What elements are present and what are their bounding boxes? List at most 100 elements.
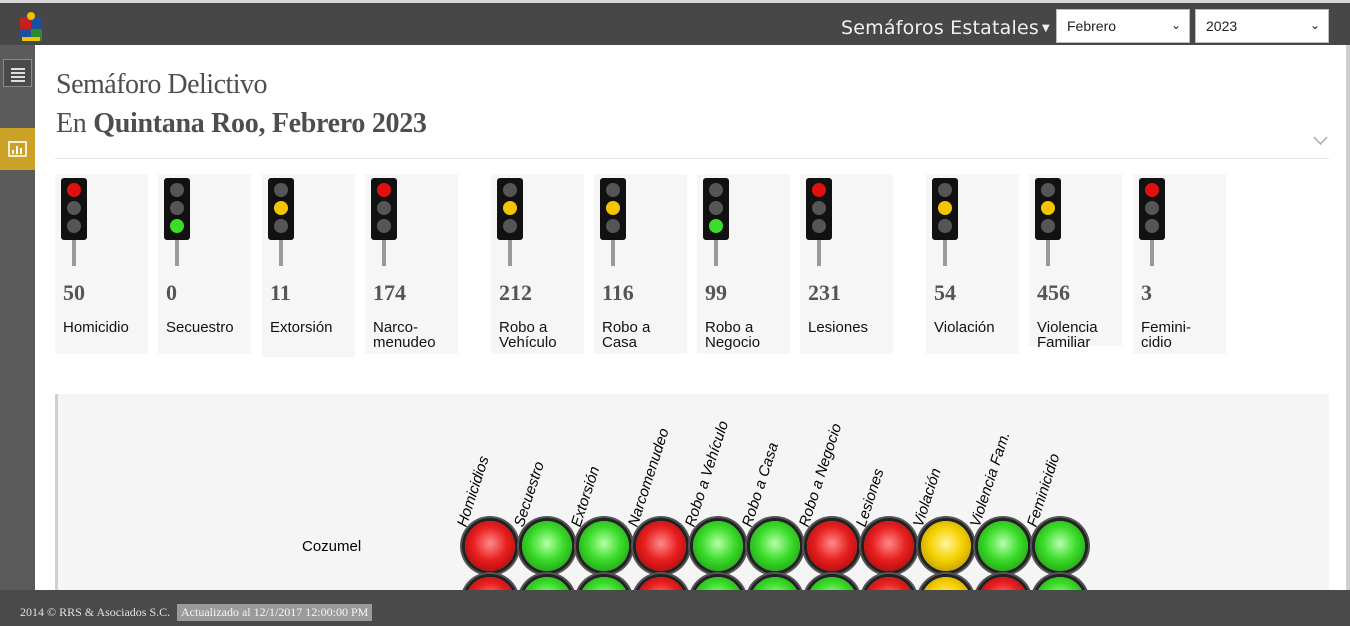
crime-count: 50 <box>63 280 85 305</box>
status-light[interactable] <box>807 521 857 571</box>
status-light[interactable] <box>579 521 629 571</box>
collapse-chevron-icon[interactable] <box>1313 133 1328 148</box>
month-select[interactable]: Febrero ⌄ <box>1056 9 1190 43</box>
crime-label: Robo a Negocio <box>705 319 761 351</box>
status-light[interactable] <box>636 577 686 590</box>
year-select-value: 2023 <box>1206 18 1238 34</box>
crime-label: Robo a Vehículo <box>499 319 557 351</box>
column-header: Robo a Negocio <box>795 421 846 529</box>
nav-dropdown-label: Semáforos Estatales <box>841 17 1039 39</box>
crime-card[interactable]: 99 Robo a Negocio <box>697 174 790 354</box>
status-light[interactable] <box>807 577 857 590</box>
status-light[interactable] <box>465 577 515 590</box>
traffic-light-icon <box>1139 178 1165 266</box>
crime-label: Robo a Casa <box>602 319 651 351</box>
updated-timestamp: Actualizado al 12/1/2017 12:00:00 PM <box>177 604 373 621</box>
divider <box>55 158 1329 159</box>
crime-label: Narco- menudeo <box>373 319 436 351</box>
traffic-light-icon <box>932 178 958 266</box>
crime-label: Extorsión <box>270 319 333 336</box>
status-light[interactable] <box>864 577 914 590</box>
status-light[interactable] <box>864 521 914 571</box>
traffic-light-icon <box>164 178 190 266</box>
crime-count: 116 <box>602 280 634 305</box>
crime-card[interactable]: 212 Robo a Vehículo <box>491 174 584 354</box>
page-subtitle: En Quintana Roo, Febrero 2023 <box>56 108 427 140</box>
crime-card[interactable]: 3 Femini- cidio <box>1133 174 1226 354</box>
status-light[interactable] <box>921 577 971 590</box>
status-light[interactable] <box>465 521 515 571</box>
status-light[interactable] <box>1035 577 1085 590</box>
crime-label: Homicidio <box>63 319 129 336</box>
column-header: Homicidios <box>453 453 493 529</box>
crime-label: Violación <box>934 319 995 336</box>
month-select-value: Febrero <box>1067 18 1117 34</box>
crime-card[interactable]: 116 Robo a Casa <box>594 174 687 354</box>
crime-card[interactable]: 456 Violencia Familiar <box>1029 174 1122 350</box>
state-seal-logo[interactable] <box>18 11 44 43</box>
column-header: Extorsión <box>567 464 604 529</box>
crime-count: 99 <box>705 280 727 305</box>
traffic-light-icon <box>600 178 626 266</box>
crime-card[interactable]: 174 Narco- menudeo <box>365 174 458 354</box>
bar-chart-icon <box>8 141 27 157</box>
top-navbar: Semáforos Estatales ▼ Febrero ⌄ 2023 ⌄ <box>0 0 1350 45</box>
copyright-text: 2014 © RRS & Asociados S.C. <box>20 605 171 619</box>
crime-count: 0 <box>166 280 177 305</box>
crime-count: 54 <box>934 280 956 305</box>
status-light[interactable] <box>693 521 743 571</box>
crime-card[interactable]: 11 Extorsión <box>262 174 355 357</box>
caret-down-icon: ▼ <box>1041 23 1050 34</box>
crime-label: Femini- cidio <box>1141 319 1192 351</box>
column-header: Narcomenudeo <box>624 426 673 529</box>
crime-count: 456 <box>1037 280 1070 305</box>
crime-label: Lesiones <box>808 319 869 336</box>
page-title: Semáforo Delictivo <box>56 69 268 100</box>
subtitle-prefix: En <box>56 108 87 139</box>
row-label-cozumel: Cozumel <box>302 538 362 555</box>
column-header: Secuestro <box>510 459 548 529</box>
column-header: Robo a Casa <box>738 440 783 529</box>
status-light[interactable] <box>693 577 743 590</box>
traffic-light-icon <box>703 178 729 266</box>
status-light[interactable] <box>978 521 1028 571</box>
crime-count: 3 <box>1141 280 1152 305</box>
status-light[interactable] <box>921 521 971 571</box>
status-light[interactable] <box>750 577 800 590</box>
crime-card[interactable]: 0 Secuestro <box>158 174 251 354</box>
traffic-light-icon <box>1035 178 1061 266</box>
municipality-matrix: Cozumel Homicidios Secuestro Extorsión Narc… <box>55 394 1329 590</box>
footer: 2014 © RRS & Asociados S.C. Actualizado … <box>0 590 1350 626</box>
chevron-down-icon: ⌄ <box>1309 18 1320 32</box>
status-light[interactable] <box>978 577 1028 590</box>
status-light[interactable] <box>750 521 800 571</box>
traffic-light-icon <box>806 178 832 266</box>
column-header: Violación <box>909 466 945 529</box>
chevron-down-icon: ⌄ <box>1170 18 1181 32</box>
traffic-light-icon <box>61 178 87 266</box>
hamburger-menu-button[interactable] <box>3 59 32 87</box>
traffic-light-icon <box>268 178 294 266</box>
status-light[interactable] <box>636 521 686 571</box>
year-select[interactable]: 2023 ⌄ <box>1195 9 1329 43</box>
traffic-light-icon <box>497 178 523 266</box>
column-header: Feminicidio <box>1023 451 1064 529</box>
crime-card[interactable]: 54 Violación <box>926 174 1019 354</box>
sidebar-item-charts[interactable] <box>0 128 35 170</box>
semaforos-estatales-dropdown[interactable]: Semáforos Estatales ▼ <box>841 17 1050 39</box>
traffic-light-icon <box>371 178 397 266</box>
crime-count: 212 <box>499 280 532 305</box>
crime-card[interactable]: 50 Homicidio <box>55 174 148 354</box>
status-light[interactable] <box>579 577 629 590</box>
column-header: Lesiones <box>852 466 888 529</box>
sidebar <box>0 45 35 590</box>
crime-card[interactable]: 231 Lesiones <box>800 174 893 354</box>
crime-count: 174 <box>373 280 406 305</box>
status-light[interactable] <box>1035 521 1085 571</box>
column-header: Robo a Vehículo <box>681 418 733 529</box>
crime-count: 231 <box>808 280 841 305</box>
scrollbar-track[interactable] <box>1346 45 1350 590</box>
status-light[interactable] <box>522 577 572 590</box>
crime-count: 11 <box>270 280 291 305</box>
status-light[interactable] <box>522 521 572 571</box>
